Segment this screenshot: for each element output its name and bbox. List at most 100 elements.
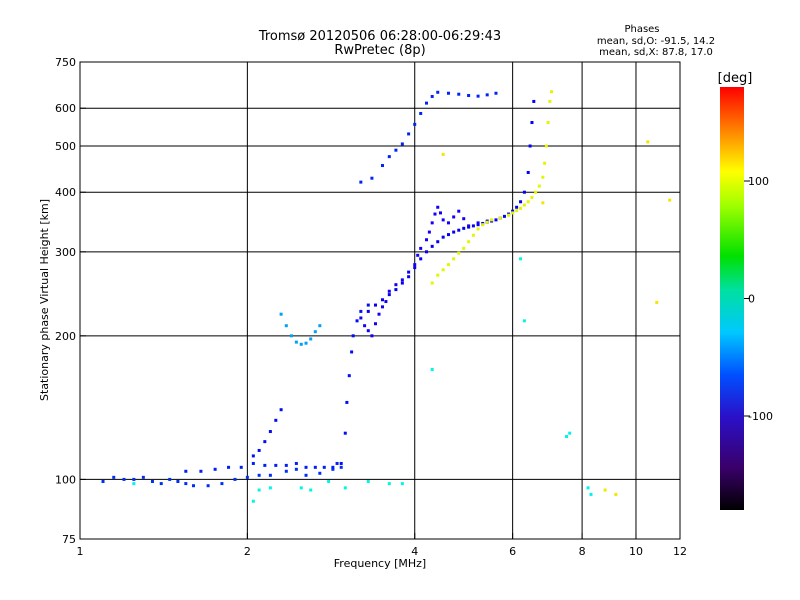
data-point	[530, 121, 534, 125]
data-point	[331, 465, 335, 469]
data-point	[485, 93, 489, 97]
data-point	[168, 477, 172, 481]
data-point	[335, 461, 339, 465]
data-point	[322, 465, 326, 469]
data-point	[141, 475, 145, 479]
chart-title: Tromsø 20120506 06:28:00-06:29:43	[258, 29, 501, 44]
data-point	[532, 99, 536, 103]
data-point	[430, 94, 434, 98]
data-point	[511, 209, 515, 213]
data-point	[268, 430, 272, 434]
data-point	[511, 211, 515, 215]
data-point	[400, 278, 404, 282]
data-point	[476, 221, 480, 225]
data-point	[380, 298, 384, 302]
data-point	[251, 454, 255, 458]
data-point	[284, 469, 288, 473]
data-point	[257, 488, 261, 492]
data-point	[528, 144, 532, 148]
data-point	[407, 270, 411, 274]
data-point	[350, 350, 354, 354]
data-point	[419, 246, 423, 250]
data-point	[534, 190, 538, 194]
data-point	[541, 175, 545, 179]
data-point	[309, 337, 313, 341]
data-point	[425, 250, 429, 254]
data-point	[257, 473, 261, 477]
data-point	[452, 215, 456, 219]
x-tick-label: 4	[411, 545, 418, 558]
data-point	[159, 482, 163, 486]
data-point	[304, 465, 308, 469]
data-point	[467, 94, 471, 98]
data-point	[436, 240, 440, 244]
data-point	[471, 233, 475, 237]
colorbar-label: [deg]	[718, 71, 753, 86]
data-point	[441, 235, 445, 239]
data-point	[476, 94, 480, 98]
data-point	[284, 324, 288, 328]
data-point	[351, 334, 355, 338]
data-point	[304, 473, 308, 477]
data-point	[347, 374, 351, 378]
data-point	[457, 209, 461, 213]
data-point	[263, 440, 267, 444]
data-point	[425, 238, 429, 242]
data-point	[122, 477, 126, 481]
data-point	[441, 218, 445, 222]
data-point	[339, 461, 343, 465]
data-point	[251, 461, 255, 465]
data-point	[387, 293, 391, 297]
data-point	[589, 492, 593, 496]
data-point	[494, 218, 498, 222]
data-point	[318, 324, 322, 328]
data-point	[515, 209, 519, 213]
data-point	[394, 283, 398, 287]
data-point	[206, 484, 210, 488]
grid-lines	[80, 62, 680, 539]
plot-area	[79, 61, 681, 540]
data-point	[366, 309, 370, 313]
data-point	[526, 200, 530, 204]
data-point	[387, 155, 391, 159]
x-tick-label: 2	[244, 545, 251, 558]
colorbar-tick-label: -100	[748, 410, 773, 423]
data-point	[251, 499, 255, 503]
data-point	[268, 486, 272, 490]
y-tick-label: 100	[55, 473, 76, 486]
data-point	[548, 99, 552, 103]
data-point	[359, 309, 363, 313]
data-point	[366, 479, 370, 483]
data-point	[490, 218, 494, 222]
data-point	[400, 142, 404, 146]
data-point	[339, 465, 343, 469]
data-point	[603, 488, 607, 492]
data-point	[446, 221, 450, 225]
data-point	[370, 176, 374, 180]
data-point	[343, 486, 347, 490]
data-point	[327, 479, 331, 483]
data-point	[363, 324, 367, 328]
y-axis-label: Stationary phase Virtual Height [km]	[38, 199, 51, 401]
colorbar-ticks: 100 0 -100	[744, 175, 773, 423]
data-point	[655, 300, 659, 304]
data-point	[400, 482, 404, 486]
data-point	[304, 341, 308, 345]
data-point	[284, 463, 288, 467]
data-point	[425, 101, 429, 105]
colorbar-tick-label: 100	[748, 175, 769, 188]
data-point	[313, 330, 317, 334]
y-tick-label: 600	[55, 102, 76, 115]
data-point	[430, 367, 434, 371]
data-point	[359, 316, 363, 320]
data-point	[436, 90, 440, 94]
data-point	[268, 473, 272, 477]
data-point	[467, 240, 471, 244]
data-point	[299, 486, 303, 490]
data-point	[191, 484, 195, 488]
data-point	[279, 312, 283, 316]
data-point	[213, 467, 217, 471]
data-point	[462, 246, 466, 250]
data-point	[227, 465, 231, 469]
data-point	[498, 216, 502, 220]
